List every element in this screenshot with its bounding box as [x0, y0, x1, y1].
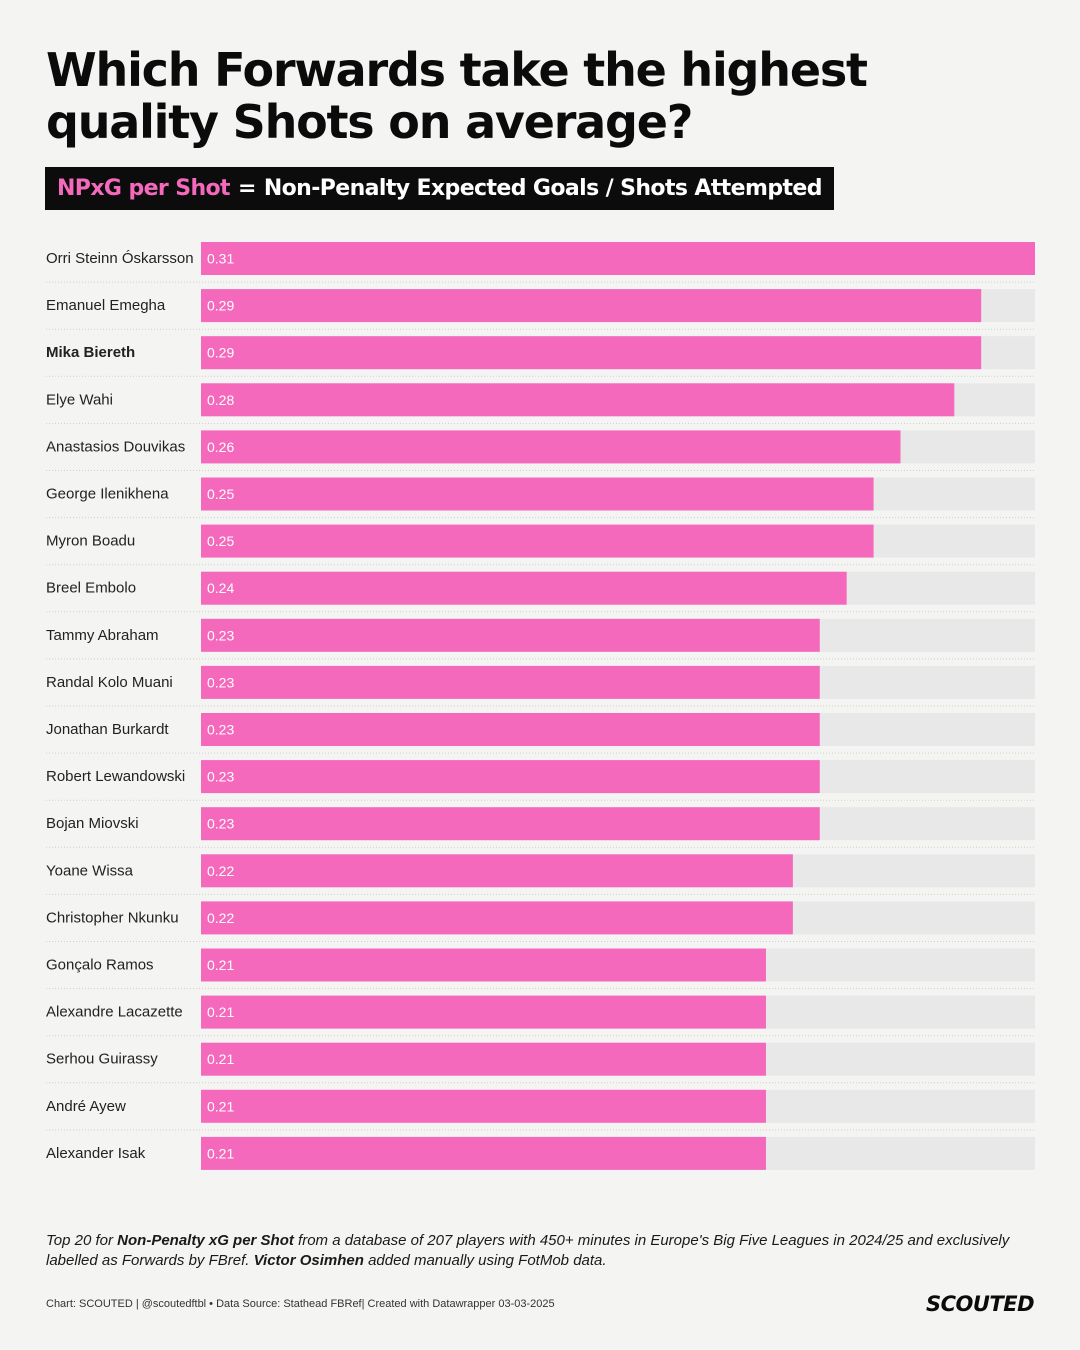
category-label-tammy-abraham: Tammy Abraham: [46, 627, 159, 644]
bar-goncalo-ramos: [201, 948, 766, 982]
bar-breel-embolo: [201, 571, 847, 605]
footnote-text-3: added manually using FotMob data.: [363, 1252, 607, 1269]
bar-serhou-guirassy: [201, 1042, 766, 1076]
category-label-myron-boadu: Myron Boadu: [46, 533, 135, 550]
category-label-yoane-wissa: Yoane Wissa: [46, 862, 134, 879]
category-label-alexandre-lacazette: Alexandre Lacazette: [46, 1004, 183, 1021]
bar-george-ilenikhena: [201, 477, 874, 511]
value-label-mika-biereth: 0.29: [207, 345, 234, 361]
value-label-alexander-isak: 0.21: [207, 1145, 234, 1161]
category-label-orri-steinn-oskarsson: Orri Steinn Óskarsson: [46, 250, 194, 267]
bar-christopher-nkunku: [201, 901, 793, 935]
value-label-elye-wahi: 0.28: [207, 392, 234, 408]
bar-yoane-wissa: [201, 854, 793, 888]
value-label-christopher-nkunku: 0.22: [207, 910, 234, 926]
value-label-bojan-miovski: 0.23: [207, 816, 234, 832]
metric-name: NPxG per Shot: [57, 176, 231, 201]
category-label-mika-biereth: Mika Biereth: [46, 344, 135, 361]
value-label-goncalo-ramos: 0.21: [207, 957, 234, 973]
category-label-serhou-guirassy: Serhou Guirassy: [46, 1051, 158, 1068]
value-label-serhou-guirassy: 0.21: [207, 1051, 234, 1067]
category-label-robert-lewandowski: Robert Lewandowski: [46, 768, 185, 785]
bar-anastasios-douvikas: [201, 430, 901, 464]
category-label-elye-wahi: Elye Wahi: [46, 391, 113, 408]
value-label-breel-embolo: 0.24: [207, 580, 234, 596]
category-label-christopher-nkunku: Christopher Nkunku: [46, 909, 179, 926]
bar-bojan-miovski: [201, 807, 820, 841]
category-label-george-ilenikhena: George Ilenikhena: [46, 486, 169, 503]
value-label-anastasios-douvikas: 0.26: [207, 439, 234, 455]
footnote-bold-1: Non-Penalty xG per Shot: [117, 1232, 294, 1249]
scouted-logo: SCOUTED: [925, 1292, 1035, 1316]
footnote-text-1: Top 20 for: [46, 1232, 118, 1249]
value-label-george-ilenikhena: 0.25: [207, 486, 234, 502]
footnote-text-2: from a database of 207 players with 450+…: [46, 1232, 1010, 1269]
bar-alexandre-lacazette: [201, 995, 766, 1029]
value-label-myron-boadu: 0.25: [207, 533, 234, 549]
value-label-yoane-wissa: 0.22: [207, 863, 234, 879]
metric-formula: Non-Penalty Expected Goals / Shots Attem…: [263, 176, 823, 201]
metric-definition-banner: NPxG per Shot = Non-Penalty Expected Goa…: [45, 167, 834, 210]
category-label-andre-ayew: André Ayew: [46, 1098, 126, 1115]
value-label-jonathan-burkardt: 0.23: [207, 722, 234, 738]
bar-robert-lewandowski: [201, 760, 820, 794]
category-label-randal-kolo-muani: Randal Kolo Muani: [46, 674, 173, 691]
value-label-orri-steinn-oskarsson: 0.31: [207, 251, 234, 267]
bar-myron-boadu: [201, 524, 874, 558]
equals-sign: =: [237, 176, 256, 201]
category-label-breel-embolo: Breel Embolo: [46, 580, 136, 597]
bar-tammy-abraham: [201, 618, 820, 652]
bar-jonathan-burkardt: [201, 713, 820, 746]
bar-emanuel-emegha: [201, 289, 982, 323]
value-label-andre-ayew: 0.21: [207, 1098, 234, 1114]
chart-title: Which Forwards take the highest quality …: [46, 43, 868, 149]
bar-elye-wahi: [201, 383, 955, 417]
category-label-goncalo-ramos: Gonçalo Ramos: [46, 957, 154, 974]
bar-randal-kolo-muani: [201, 665, 820, 699]
value-label-randal-kolo-muani: 0.23: [207, 674, 234, 690]
category-label-alexander-isak: Alexander Isak: [46, 1145, 146, 1162]
category-label-bojan-miovski: Bojan Miovski: [46, 815, 139, 832]
category-label-emanuel-emegha: Emanuel Emegha: [46, 297, 166, 314]
category-label-anastasios-douvikas: Anastasios Douvikas: [46, 438, 185, 455]
value-label-emanuel-emegha: 0.29: [207, 298, 234, 314]
bar-mika-biereth: [201, 336, 982, 370]
bar-orri-steinn-oskarsson: [201, 242, 1035, 275]
value-label-robert-lewandowski: 0.23: [207, 769, 234, 785]
value-label-alexandre-lacazette: 0.21: [207, 1004, 234, 1020]
category-label-jonathan-burkardt: Jonathan Burkardt: [46, 721, 169, 738]
bar-andre-ayew: [201, 1089, 766, 1123]
bar-alexander-isak: [201, 1136, 766, 1170]
footnote: Top 20 for Non-Penalty xG per Shot from …: [46, 1231, 1046, 1271]
value-label-tammy-abraham: 0.23: [207, 627, 234, 643]
credits-line: Chart: SCOUTED | @scoutedftbl • Data Sou…: [46, 1298, 555, 1310]
footnote-bold-2: Victor Osimhen: [253, 1252, 364, 1269]
bar-chart: Orri Steinn Óskarsson 0.31 Emanuel Emegha 0…: [46, 242, 1035, 1170]
